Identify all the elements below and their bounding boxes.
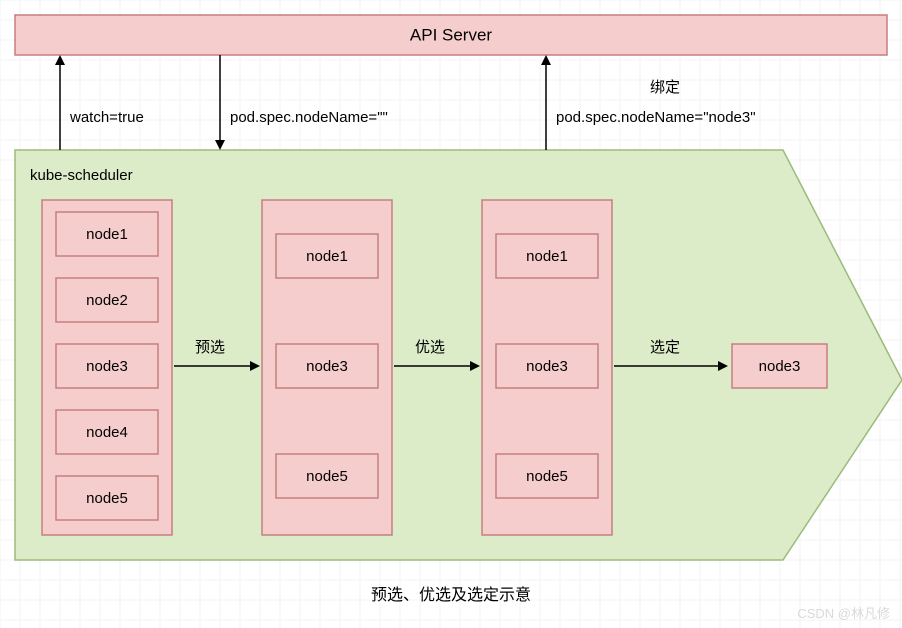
stage-label: 优选 xyxy=(415,339,445,356)
node-column: node1 node3 node5 xyxy=(482,200,612,535)
diagram-caption: 预选、优选及选定示意 xyxy=(371,585,531,604)
node-label: node3 xyxy=(306,358,348,375)
stage-label: 选定 xyxy=(650,339,680,356)
node-columns: node1 node2 node3 node4 node5 node1 node3 node5… xyxy=(42,200,612,535)
final-node-group: node3 xyxy=(732,344,827,388)
top-arrow: watch=true xyxy=(55,55,144,150)
node-label: node4 xyxy=(86,424,128,441)
arrow-label: 绑定 xyxy=(650,79,680,96)
arrow-label: watch=true xyxy=(69,109,144,126)
node-column: node1 node2 node3 node4 node5 xyxy=(42,200,172,535)
node-label: node5 xyxy=(86,490,128,507)
final-node-label: node3 xyxy=(759,358,801,375)
arrow-label: pod.spec.nodeName="" xyxy=(230,109,388,126)
top-arrow: pod.spec.nodeName="node3" 绑定 xyxy=(541,55,756,150)
top-arrow: pod.spec.nodeName="" xyxy=(215,55,388,150)
node-label: node1 xyxy=(306,248,348,265)
node-label: node5 xyxy=(526,468,568,485)
node-column: node1 node3 node5 xyxy=(262,200,392,535)
watermark: CSDN @林凡修 xyxy=(797,606,890,621)
node-label: node3 xyxy=(526,358,568,375)
node-label: node1 xyxy=(86,226,128,243)
node-label: node5 xyxy=(306,468,348,485)
arrow-label: pod.spec.nodeName="node3" xyxy=(556,109,756,126)
kube-scheduler-label: kube-scheduler xyxy=(30,167,133,184)
node-label: node1 xyxy=(526,248,568,265)
node-label: node3 xyxy=(86,358,128,375)
stage-label: 预选 xyxy=(195,339,225,356)
node-label: node2 xyxy=(86,292,128,309)
api-server-label: API Server xyxy=(410,25,493,44)
